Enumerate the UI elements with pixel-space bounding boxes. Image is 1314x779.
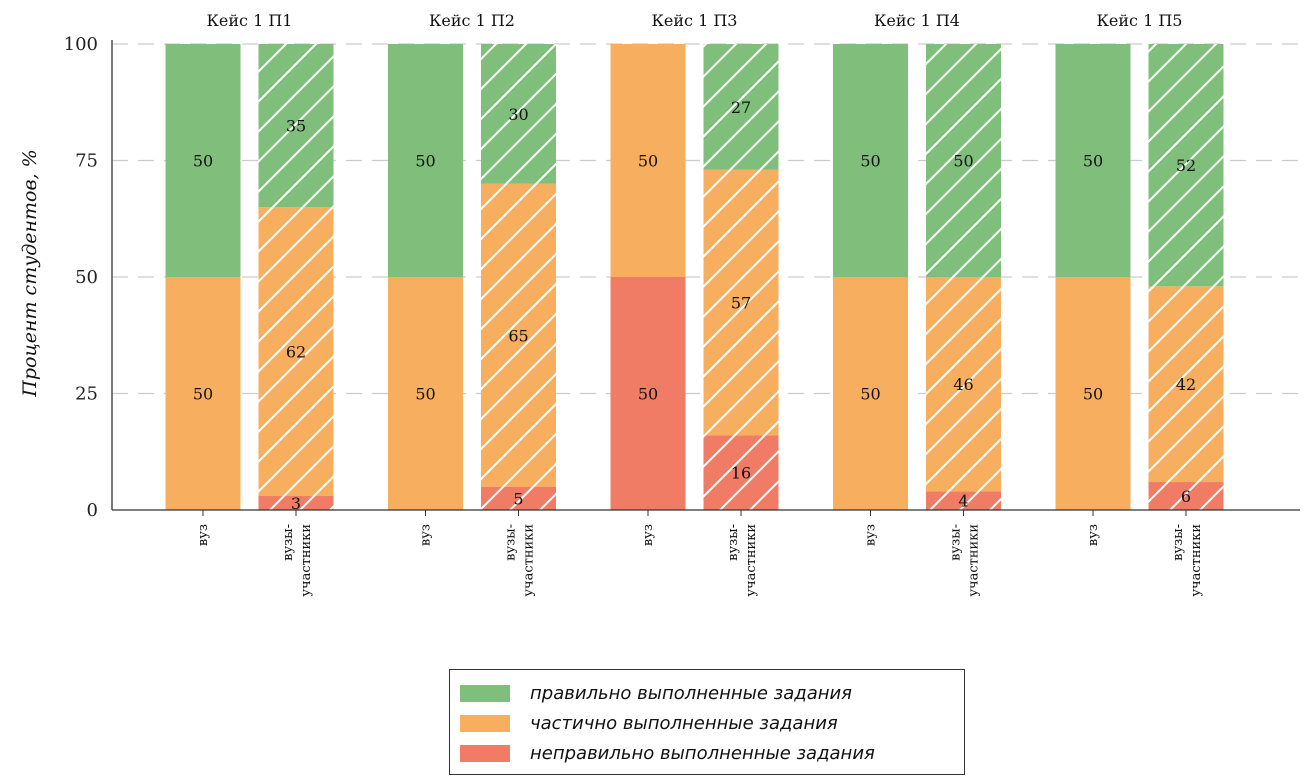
bar-value-label: 4 xyxy=(958,492,968,511)
x-tick-label: вузы-участники xyxy=(504,524,537,597)
bar-value-label: 27 xyxy=(731,98,751,117)
group-title: Кейс 1 П1 xyxy=(207,11,293,30)
bar-value-label: 57 xyxy=(731,294,751,313)
x-tick-label-line: вузы- xyxy=(1171,524,1186,561)
group-title: Кейс 1 П3 xyxy=(652,11,738,30)
x-tick-label: вузы-участники xyxy=(726,524,759,597)
legend-swatch-correct xyxy=(460,684,510,702)
bar-hatch xyxy=(1148,44,1224,287)
bar-value-label: 35 xyxy=(286,117,306,136)
x-tick-label: вуз xyxy=(419,524,434,546)
bar-segment-partial xyxy=(833,277,908,510)
x-tick-label: вуз xyxy=(864,524,879,546)
bar-segment-correct xyxy=(833,44,908,277)
x-tick-label: вуз xyxy=(1086,524,1101,546)
bar-value-label: 52 xyxy=(1176,156,1196,175)
x-tick-label: вуз xyxy=(641,524,656,546)
bar-value-label: 3 xyxy=(291,494,301,513)
x-tick-label-line: участники xyxy=(967,524,982,597)
bar-value-label: 6 xyxy=(1181,487,1191,506)
bar-hatch xyxy=(1148,286,1224,483)
bar-segment-partial xyxy=(610,44,686,277)
bar-value-label: 46 xyxy=(953,375,973,394)
legend-label-partial: частично выполненные задания xyxy=(530,712,838,734)
legend-item-wrong: неправильно выполненные задания xyxy=(460,738,964,768)
legend-swatch-partial xyxy=(460,714,510,732)
bar-value-label: 50 xyxy=(860,152,880,171)
bar-value-label: 65 xyxy=(508,326,528,345)
x-tick-label-line: вуз xyxy=(196,524,211,546)
bar-hatch xyxy=(926,277,1001,492)
x-tick-label-line: вуз xyxy=(864,524,879,546)
x-tick-label-line: участники xyxy=(744,524,759,597)
x-tick-label-line: вузы- xyxy=(726,524,741,561)
bar-hatch xyxy=(703,169,779,436)
y-tick-label: 100 xyxy=(64,34,98,55)
bar-value-label: 5 xyxy=(513,489,523,508)
bar-hatch xyxy=(703,435,779,510)
x-tick-label-line: вузы- xyxy=(949,524,964,561)
bar-hatch xyxy=(926,491,1001,510)
stacked-bar-chart: Кейс 1 П1 50 50 3 62 35 Кейс 1 П2 50 50 5 65 30 Кейс… xyxy=(19,11,1300,597)
bar-segment-partial xyxy=(1055,277,1131,510)
bar-value-label: 50 xyxy=(193,152,213,171)
x-tick-label-line: вузы- xyxy=(504,524,519,561)
bar-hatch xyxy=(481,183,556,487)
group-title: Кейс 1 П4 xyxy=(874,11,960,30)
bar-value-label: 50 xyxy=(193,385,213,404)
bar-segment-wrong xyxy=(610,277,686,510)
bar-hatch xyxy=(1148,482,1224,510)
bar-hatch xyxy=(258,44,334,208)
bar-hatch xyxy=(926,44,1001,277)
x-tick-label-line: вуз xyxy=(419,524,434,546)
bar-value-label: 50 xyxy=(1083,385,1103,404)
x-tick-label: вузы-участники xyxy=(949,524,982,597)
x-tick-label-line: вуз xyxy=(1086,524,1101,546)
bar-value-label: 50 xyxy=(860,385,880,404)
bar-value-label: 50 xyxy=(638,152,658,171)
x-tick-label-line: вузы- xyxy=(281,524,296,561)
legend-label-wrong: неправильно выполненные задания xyxy=(530,742,875,764)
bar-hatch xyxy=(481,486,556,510)
bar-segment-partial xyxy=(165,277,241,510)
bar-hatch xyxy=(481,44,556,184)
x-tick-label: вуз xyxy=(196,524,211,546)
x-tick-label-line: вуз xyxy=(641,524,656,546)
bar-segment-correct xyxy=(388,44,463,277)
bar-value-label: 50 xyxy=(1083,152,1103,171)
legend-swatch-wrong xyxy=(460,744,510,762)
bar-value-label: 30 xyxy=(508,105,528,124)
group-title: Кейс 1 П2 xyxy=(429,11,515,30)
bar-value-label: 50 xyxy=(638,385,658,404)
bar-segment-correct xyxy=(1055,44,1131,277)
bar-hatch xyxy=(703,44,779,170)
x-tick-label: вузы-участники xyxy=(281,524,314,597)
x-tick-label-line: участники xyxy=(299,524,314,597)
legend-label-correct: правильно выполненные задания xyxy=(530,682,853,704)
y-tick-label: 75 xyxy=(75,151,98,172)
legend-item-correct: правильно выполненные задания xyxy=(460,678,964,708)
x-tick-label: вузы-участники xyxy=(1171,524,1204,597)
y-axis-title: Процент студентов, % xyxy=(19,149,41,397)
bar-value-label: 62 xyxy=(286,343,306,362)
group-title: Кейс 1 П5 xyxy=(1097,11,1183,30)
x-tick-label-line: участники xyxy=(1189,524,1204,597)
legend-item-partial: частично выполненные задания xyxy=(460,708,964,738)
bar-hatch xyxy=(258,207,334,497)
bar-segment-partial xyxy=(388,277,463,510)
bar-value-label: 16 xyxy=(731,464,751,483)
bar-value-label: 42 xyxy=(1176,375,1196,394)
y-tick-label: 25 xyxy=(75,384,98,405)
bar-value-label: 50 xyxy=(415,385,435,404)
bar-hatch xyxy=(258,496,334,510)
bar-value-label: 50 xyxy=(953,152,973,171)
legend: правильно выполненные задания частично в… xyxy=(449,669,965,775)
bar-segment-correct xyxy=(165,44,241,277)
x-tick-label-line: участники xyxy=(522,524,537,597)
y-tick-label: 0 xyxy=(87,500,98,521)
y-tick-label: 50 xyxy=(75,267,98,288)
bar-value-label: 50 xyxy=(415,152,435,171)
